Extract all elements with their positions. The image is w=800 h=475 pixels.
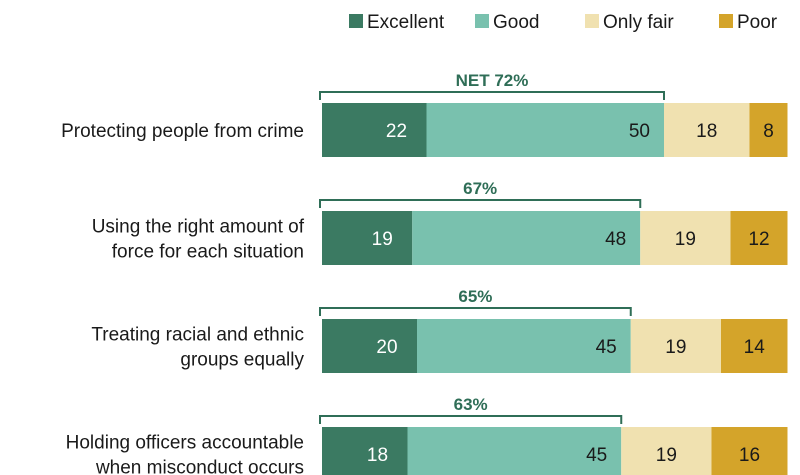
value-label-poor: 12 — [748, 229, 769, 250]
legend-swatch-good — [475, 14, 489, 28]
bar-segment-good — [417, 319, 631, 373]
net-label: 65% — [458, 287, 492, 306]
net-bracket — [319, 199, 642, 208]
value-label-poor: 8 — [763, 121, 774, 142]
category-label: when misconduct occurs — [95, 458, 304, 475]
value-label-only-fair: 19 — [665, 337, 686, 358]
bar-segment-only-fair — [630, 319, 721, 373]
bar-segment-poor — [730, 211, 788, 265]
bar-segment-excellent — [322, 211, 413, 265]
legend-swatch-excellent — [349, 14, 363, 28]
chart-row: Treating racial and ethnic groups equally… — [91, 287, 788, 373]
value-label-only-fair: 19 — [656, 445, 677, 466]
chart-row: Using the right amount of force for each … — [92, 179, 788, 265]
chart-legend: Excellent Good Only fair Poor — [349, 12, 778, 33]
legend-swatch-poor — [719, 14, 733, 28]
chart-row: Protecting people from crime 22 50 18 8 NET 7… — [61, 71, 788, 157]
value-label-good: 45 — [596, 337, 617, 358]
legend-label-excellent: Excellent — [367, 12, 445, 33]
chart-rows: Protecting people from crime 22 50 18 8 NET 7… — [61, 71, 788, 475]
bar-segment-poor — [721, 319, 788, 373]
value-label-excellent: 20 — [376, 337, 397, 358]
bar-segment-good — [426, 103, 664, 157]
bar-segment-good — [412, 211, 641, 265]
value-label-excellent: 19 — [372, 229, 393, 250]
value-label-poor: 14 — [744, 337, 766, 358]
net-label: 63% — [454, 395, 488, 414]
value-label-good: 48 — [605, 229, 626, 250]
legend-label-poor: Poor — [737, 12, 778, 33]
value-label-good: 45 — [586, 445, 607, 466]
category-label: force for each situation — [112, 242, 304, 263]
bar-segment-poor — [711, 427, 788, 475]
net-bracket — [319, 91, 665, 100]
legend-label-good: Good — [493, 12, 539, 33]
category-label: Holding officers accountable — [66, 433, 304, 454]
value-label-only-fair: 19 — [675, 229, 696, 250]
value-label-poor: 16 — [739, 445, 760, 466]
net-label: 67% — [463, 179, 497, 198]
net-bracket — [319, 307, 632, 316]
bar-segment-only-fair — [664, 103, 750, 157]
legend-swatch-only-fair — [585, 14, 599, 28]
legend-label-only-fair: Only fair — [603, 12, 674, 33]
bar-segment-only-fair — [640, 211, 731, 265]
value-label-only-fair: 18 — [696, 121, 717, 142]
bar-segment-good — [407, 427, 622, 475]
bar-segment-only-fair — [621, 427, 712, 475]
bar-segment-excellent — [322, 427, 408, 475]
net-label: NET 72% — [456, 71, 529, 90]
category-label: groups equally — [180, 350, 304, 371]
net-bracket — [319, 415, 623, 424]
value-label-good: 50 — [629, 121, 650, 142]
category-label: Using the right amount of — [92, 217, 305, 238]
value-label-excellent: 18 — [367, 445, 388, 466]
bar-segment-excellent — [322, 319, 417, 373]
category-label: Protecting people from crime — [61, 121, 304, 142]
category-label: Treating racial and ethnic — [91, 325, 304, 346]
bar-segment-excellent — [322, 103, 427, 157]
bar-segment-poor — [749, 103, 788, 157]
chart-row: Holding officers accountable when miscond… — [66, 395, 788, 475]
value-label-excellent: 22 — [386, 121, 407, 142]
